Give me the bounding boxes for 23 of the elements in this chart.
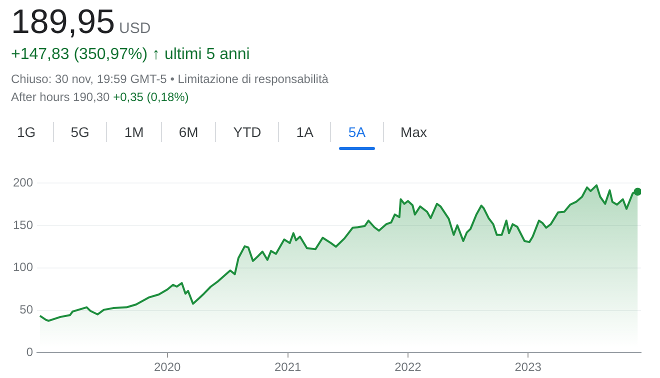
text: After hours 190,30 [11,90,110,104]
chart-title: 189,95 [11,3,115,41]
x-tick-label: 2020 [154,360,182,374]
y-tick-label: 200 [12,176,34,190]
y-tick-label: 50 [20,302,34,317]
chart-subtitle: USD [119,20,151,37]
text: Chiuso: 30 nov, 19:59 GMT-5 • Limitazione di responsabilità [11,72,328,86]
text: 1G [0,122,54,142]
text: 1M [107,122,162,142]
text: +0,35 (0,18%) [113,90,189,104]
text: +147,83 (350,97%) ↑ ultimi 5 anni [11,46,251,64]
text: 5G [54,122,108,142]
text: YTD [216,122,280,142]
text: Max [400,123,428,142]
y-tick-label: 0 [26,344,34,359]
text: 5A [331,122,384,142]
x-tick-label: 2022 [394,360,422,374]
text: 1A [279,122,332,142]
y-tick-label: 100 [12,260,34,274]
y-tick-label: 150 [12,218,34,232]
text: 6M [162,122,216,142]
x-tick-label: 2021 [274,360,302,374]
x-tick-label: 2023 [514,360,542,374]
